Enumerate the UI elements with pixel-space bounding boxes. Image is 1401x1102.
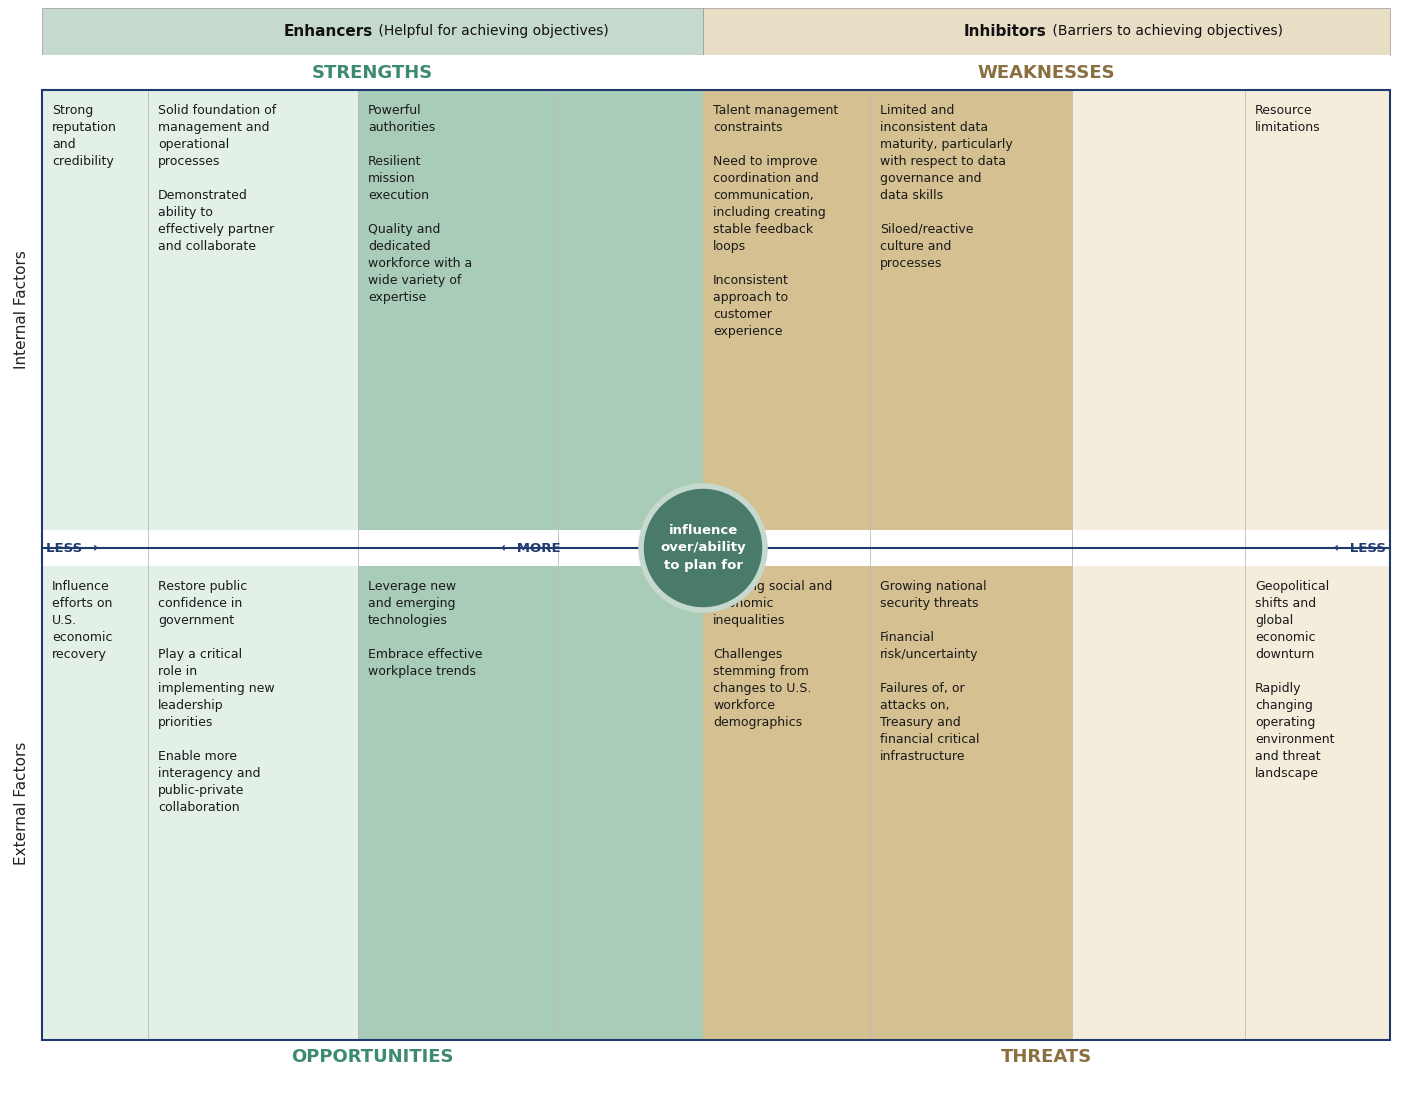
- Text: Internal Factors: Internal Factors: [14, 250, 29, 369]
- Bar: [558, 90, 703, 530]
- Text: LESS →: LESS →: [46, 541, 98, 554]
- Bar: [703, 566, 870, 1040]
- Bar: [42, 90, 1390, 1040]
- Text: Leverage new
and emerging
technologies

Embrace effective
workplace trends: Leverage new and emerging technologies E…: [368, 580, 482, 678]
- Text: External Factors: External Factors: [14, 742, 29, 865]
- Bar: [42, 530, 1390, 566]
- Text: ← MORE: ← MORE: [500, 541, 560, 554]
- Text: Growing national
security threats

Financial
risk/uncertainty

Failures of, or
a: Growing national security threats Financ…: [880, 580, 986, 763]
- Text: Enhancers: Enhancers: [283, 24, 373, 39]
- Bar: [1245, 90, 1390, 530]
- Text: Strong
reputation
and
credibility: Strong reputation and credibility: [52, 104, 116, 168]
- Text: (Helpful for achieving objectives): (Helpful for achieving objectives): [374, 24, 609, 39]
- Text: WEAKNESSES: WEAKNESSES: [978, 64, 1115, 82]
- Text: Geopolitical
shifts and
global
economic
downturn

Rapidly
changing
operating
env: Geopolitical shifts and global economic …: [1255, 580, 1335, 780]
- Bar: [703, 90, 870, 530]
- Bar: [703, 8, 1390, 55]
- Text: Restore public
confidence in
government

Play a critical
role in
implementing ne: Restore public confidence in government …: [158, 580, 275, 814]
- Text: Influence
efforts on
U.S.
economic
recovery: Influence efforts on U.S. economic recov…: [52, 580, 112, 661]
- Bar: [42, 55, 1390, 90]
- Bar: [149, 90, 359, 530]
- Text: ← LESS: ← LESS: [1334, 541, 1386, 554]
- Text: THREATS: THREATS: [1000, 1048, 1093, 1067]
- Text: influence
over/ability
to plan for: influence over/ability to plan for: [660, 523, 745, 573]
- Bar: [42, 8, 703, 55]
- Circle shape: [642, 486, 765, 611]
- Bar: [870, 566, 1072, 1040]
- Bar: [558, 566, 703, 1040]
- Bar: [42, 1040, 1390, 1074]
- Bar: [42, 566, 149, 1040]
- Bar: [870, 90, 1072, 530]
- Text: Solid foundation of
management and
operational
processes

Demonstrated
ability t: Solid foundation of management and opera…: [158, 104, 276, 253]
- Bar: [42, 90, 149, 530]
- Bar: [359, 90, 558, 530]
- Text: (Barriers to achieving objectives): (Barriers to achieving objectives): [1048, 24, 1283, 39]
- Text: Resource
limitations: Resource limitations: [1255, 104, 1321, 134]
- Text: Talent management
constraints

Need to improve
coordination and
communication,
i: Talent management constraints Need to im…: [713, 104, 838, 338]
- Bar: [359, 566, 558, 1040]
- Text: Growing social and
economic
inequalities

Challenges
stemming from
changes to U.: Growing social and economic inequalities…: [713, 580, 832, 730]
- Text: OPPORTUNITIES: OPPORTUNITIES: [291, 1048, 454, 1067]
- Bar: [149, 566, 359, 1040]
- Text: Limited and
inconsistent data
maturity, particularly
with respect to data
govern: Limited and inconsistent data maturity, …: [880, 104, 1013, 270]
- Text: Powerful
authorities

Resilient
mission
execution

Quality and
dedicated
workfor: Powerful authorities Resilient mission e…: [368, 104, 472, 304]
- Text: MORE →: MORE →: [708, 541, 766, 554]
- Text: STRENGTHS: STRENGTHS: [312, 64, 433, 82]
- Bar: [1245, 566, 1390, 1040]
- Text: Inhibitors: Inhibitors: [964, 24, 1047, 39]
- Bar: [1072, 90, 1245, 530]
- Bar: [1072, 566, 1245, 1040]
